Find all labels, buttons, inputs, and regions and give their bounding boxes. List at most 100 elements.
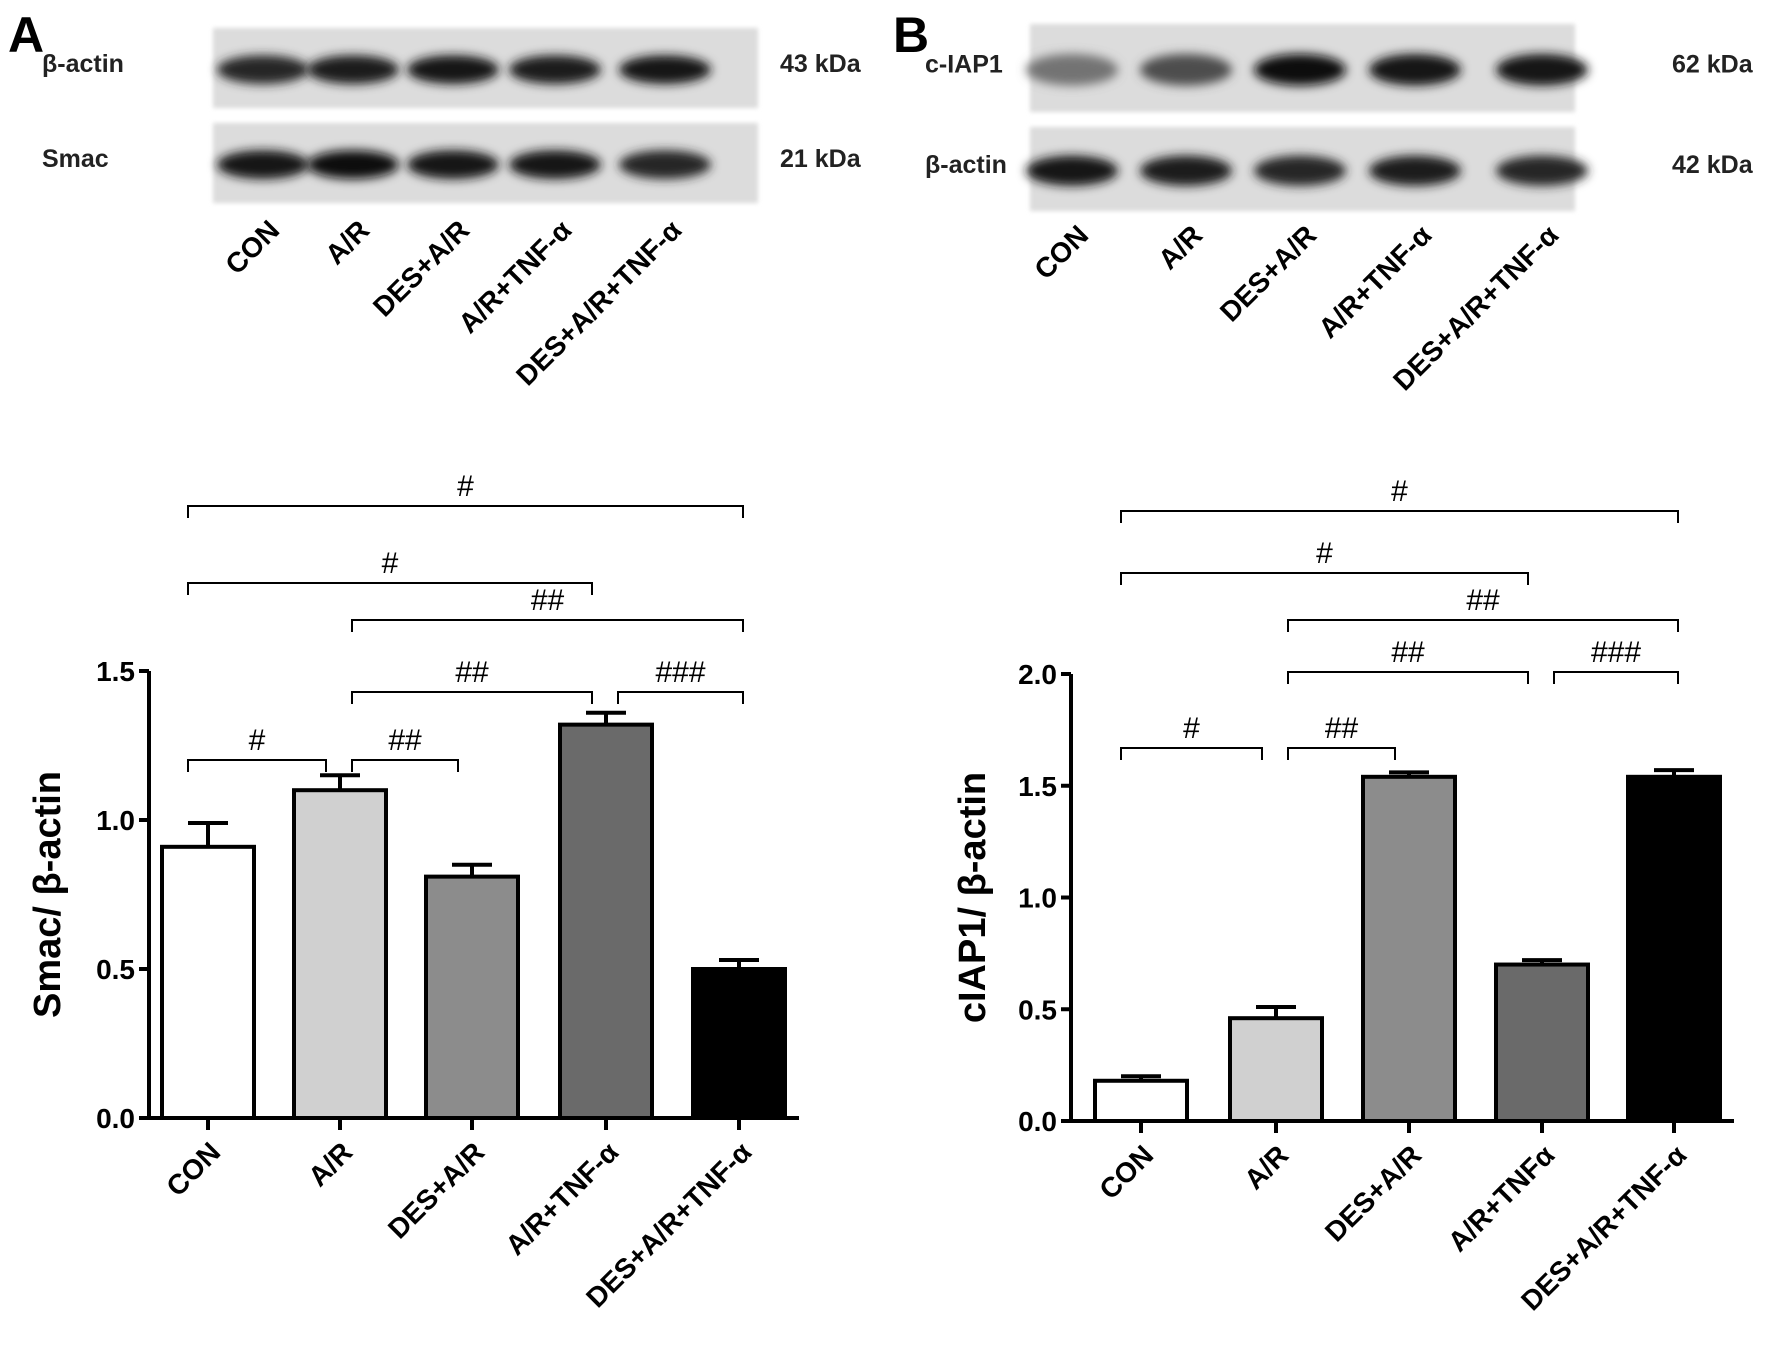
blot-band — [509, 55, 601, 84]
band-label: c-IAP1 — [925, 50, 1003, 78]
significance-label: # — [249, 724, 266, 757]
blot-band — [307, 55, 399, 84]
blot-band — [307, 150, 399, 180]
y-tick-label: 1.5 — [96, 656, 135, 687]
significance-label: # — [382, 547, 399, 580]
significance-bracket — [1120, 510, 1679, 523]
y-tick-label: 0.5 — [96, 954, 135, 985]
blot-band — [1369, 53, 1461, 86]
blot-band — [1496, 155, 1588, 186]
significance-bracket — [617, 691, 744, 704]
blot-band — [217, 55, 309, 84]
y-tick-label: 1.5 — [1018, 771, 1057, 802]
bar — [1626, 774, 1722, 1123]
lane-label: A/R+TNF-α — [1312, 219, 1437, 344]
band-mw: 21 kDa — [780, 145, 862, 173]
blot-band — [509, 150, 601, 180]
significance-bracket — [1120, 747, 1263, 760]
bar — [1494, 962, 1590, 1123]
bar — [424, 874, 520, 1120]
significance-bracket — [351, 691, 593, 704]
significance-bracket — [187, 759, 327, 772]
significance-bracket — [1287, 671, 1529, 684]
significance-bracket — [351, 619, 744, 632]
bar — [160, 844, 256, 1120]
band-mw: 62 kDa — [1672, 50, 1754, 78]
blot-band — [1369, 155, 1461, 186]
significance-label: ## — [1466, 584, 1500, 617]
band-mw: 43 kDa — [780, 50, 862, 78]
blot-band — [1026, 155, 1118, 186]
significance-label: # — [1316, 537, 1333, 570]
significance-bracket — [1120, 572, 1529, 585]
y-tick-label: 2.0 — [1018, 659, 1057, 690]
significance-label: ### — [1591, 636, 1641, 669]
blot-band — [619, 150, 711, 180]
significance-bracket — [1553, 671, 1679, 684]
y-tick-label: 0.5 — [1018, 994, 1057, 1025]
y-tick-label: 0.0 — [96, 1103, 135, 1134]
significance-label: # — [457, 470, 474, 503]
significance-label: ## — [1325, 712, 1359, 745]
panel-letter: A — [8, 7, 44, 63]
significance-label: # — [1391, 475, 1408, 508]
x-tick-label: CON — [1093, 1139, 1159, 1205]
lane-label: A/R — [1152, 219, 1208, 275]
blot-band — [217, 150, 309, 180]
bar — [1361, 774, 1457, 1123]
bar — [1093, 1078, 1189, 1124]
lane-label: DES+A/R — [1214, 219, 1322, 327]
significance-bracket — [1287, 619, 1679, 632]
significance-label: ### — [655, 656, 705, 689]
bar — [1228, 1016, 1324, 1123]
blot-band — [407, 150, 499, 180]
x-tick-label: A/R — [302, 1136, 358, 1192]
lane-label: CON — [1028, 219, 1094, 285]
band-label: β-actin — [42, 50, 124, 78]
significance-bracket — [187, 505, 744, 518]
significance-label: ## — [388, 724, 422, 757]
x-tick-label: A/R+TNF-α — [499, 1136, 624, 1261]
blot-band — [1026, 53, 1118, 86]
x-tick-label: DES+A/R — [1319, 1139, 1427, 1247]
significance-label: # — [1183, 712, 1200, 745]
blot-band — [619, 55, 711, 84]
blot-band — [1140, 53, 1232, 86]
lane-label: DES+A/R — [367, 214, 475, 322]
bar — [292, 788, 388, 1120]
x-tick-label: DES+A/R — [382, 1136, 490, 1244]
band-mw: 42 kDa — [1672, 151, 1754, 179]
significance-bracket — [1287, 747, 1396, 760]
blot-band — [1140, 155, 1232, 186]
bar-chart: 0.0 0.5 1.0 1.5 2.0 cIAP1/ β-actin CON A/R DES+A… — [952, 475, 1734, 1316]
x-tick-label: CON — [160, 1136, 226, 1202]
blot-band — [407, 55, 499, 84]
significance-label: ## — [531, 584, 565, 617]
band-label: Smac — [42, 145, 109, 173]
lane-label: CON — [219, 214, 285, 280]
blot-band — [1496, 53, 1588, 86]
significance-label: ## — [455, 656, 489, 689]
y-axis-label: cIAP1/ β-actin — [952, 772, 994, 1023]
y-tick-label: 1.0 — [96, 805, 135, 836]
band-label: β-actin — [925, 151, 1007, 179]
bar — [691, 967, 787, 1120]
significance-bracket — [351, 759, 459, 772]
significance-label: ## — [1391, 636, 1425, 669]
lane-label: A/R — [319, 214, 375, 270]
panel-letter: B — [893, 7, 929, 63]
significance-bracket — [187, 582, 593, 595]
western-blot: c-IAP1 62 kDa β-actin 42 kDa CON A/R DES+A/RA/… — [925, 24, 1754, 396]
y-axis-label: Smac/ β-actin — [27, 771, 69, 1018]
x-tick-label: A/R — [1238, 1139, 1294, 1195]
x-tick-label: A/R+TNFα — [1442, 1139, 1560, 1257]
blot-band — [1254, 53, 1346, 86]
blot-band — [1254, 155, 1346, 186]
y-tick-label: 0.0 — [1018, 1106, 1057, 1137]
bar-chart: 0.0 0.5 1.0 1.5 Smac/ β-actin CON A/R DES+A/R A/… — [27, 470, 799, 1313]
bar — [558, 722, 654, 1120]
